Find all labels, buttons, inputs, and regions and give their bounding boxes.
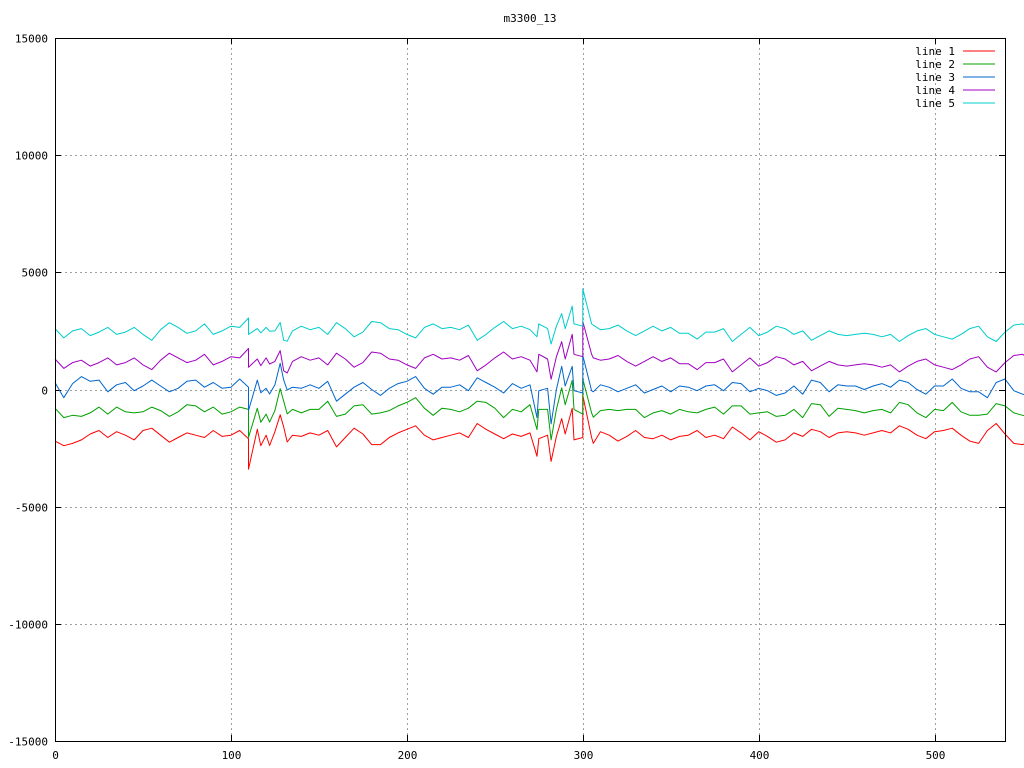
y-tick-label: -5000	[15, 502, 48, 515]
y-tick-label: 15000	[15, 33, 48, 46]
x-tick-label: 500	[926, 749, 946, 762]
series-lines	[54, 288, 1024, 470]
x-tick-label: 200	[398, 749, 418, 762]
axis-ticks	[55, 38, 1005, 742]
plot-border	[55, 38, 1006, 742]
legend-label: line 1	[915, 45, 955, 58]
legend-label: line 3	[915, 71, 955, 84]
legend-label: line 4	[915, 84, 955, 97]
series-line-4	[54, 321, 1024, 380]
chart-title: m3300_13	[504, 12, 557, 25]
grid-lines	[55, 38, 1005, 741]
legend-label: line 2	[915, 58, 955, 71]
x-axis-tick-labels: 0 100 200 300 400 500	[52, 749, 945, 762]
y-tick-label: 5000	[22, 267, 49, 280]
y-tick-label: -15000	[8, 736, 48, 749]
x-tick-label: 400	[750, 749, 770, 762]
y-tick-label: 0	[41, 385, 48, 398]
y-axis-tick-labels: 15000 10000 5000 0 -5000 -10000 -15000	[8, 33, 48, 749]
x-tick-label: 0	[52, 749, 59, 762]
y-tick-label: -10000	[8, 619, 48, 632]
x-tick-label: 100	[222, 749, 242, 762]
series-line-1	[54, 394, 1024, 470]
y-tick-label: 10000	[15, 150, 48, 163]
series-line-3	[54, 355, 1024, 425]
series-line-2	[54, 378, 1024, 441]
x-tick-label: 300	[574, 749, 594, 762]
legend-label: line 5	[915, 97, 955, 110]
series-line-5	[54, 288, 1024, 345]
